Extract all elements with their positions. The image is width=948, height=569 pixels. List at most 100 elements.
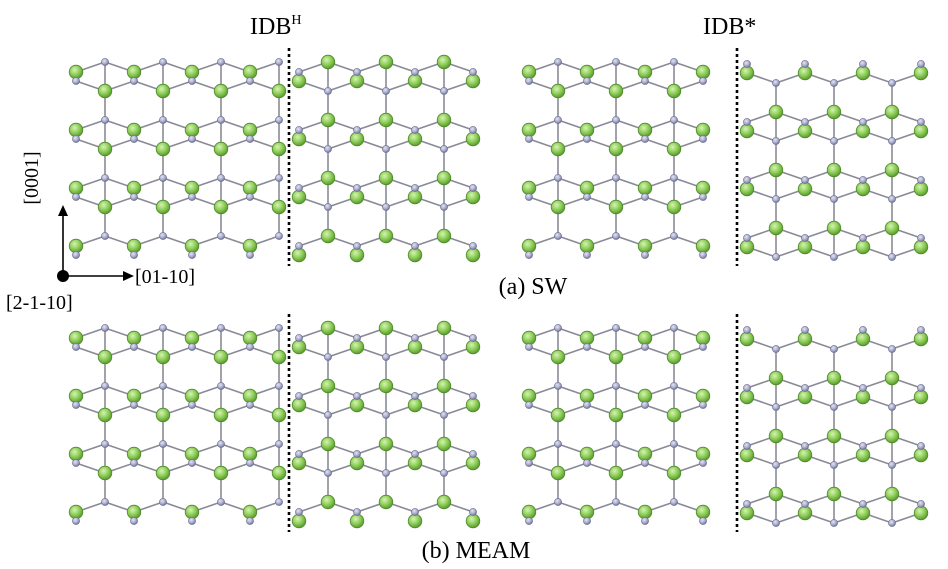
large-atom-right — [465, 131, 481, 147]
large-atom-right — [465, 189, 481, 205]
small-atom-left — [670, 116, 678, 124]
small-atom-left — [159, 324, 167, 332]
large-atom-left — [666, 141, 682, 157]
small-atom-left — [217, 174, 225, 182]
small-atom-left — [246, 401, 254, 409]
large-atom-right — [320, 112, 336, 128]
small-atom-right — [888, 253, 896, 261]
large-atom-right — [349, 397, 365, 413]
grain-left — [68, 58, 287, 259]
small-atom-left — [699, 517, 707, 525]
small-atom-left — [217, 58, 225, 66]
small-atom-left — [188, 77, 196, 85]
large-atom-left — [242, 238, 258, 254]
large-atom-right — [739, 505, 755, 521]
large-atom-right — [349, 513, 365, 529]
panel-meam-idbstar — [521, 324, 929, 527]
small-atom-right — [353, 68, 361, 76]
large-atom-right — [826, 486, 842, 502]
large-atom-right — [913, 505, 929, 521]
large-atom-left — [68, 504, 84, 520]
small-atom-left — [525, 459, 533, 467]
small-atom-left — [612, 116, 620, 124]
small-atom-left — [130, 459, 138, 467]
large-atom-left — [550, 407, 566, 423]
small-atom-left — [72, 459, 80, 467]
large-atom-right — [768, 220, 784, 236]
large-atom-right — [436, 320, 452, 336]
large-atom-left — [695, 446, 711, 462]
small-atom-right — [295, 334, 303, 342]
small-atom-right — [830, 253, 838, 261]
large-atom-left — [608, 349, 624, 365]
label-idbstar: IDB* — [703, 14, 756, 40]
panel-meam-idbh — [68, 320, 481, 529]
large-atom-left — [126, 446, 142, 462]
small-atom-left — [101, 174, 109, 182]
large-atom-left — [184, 122, 200, 138]
large-atom-right — [884, 370, 900, 386]
large-atom-left — [521, 64, 537, 80]
small-atom-right — [917, 176, 925, 184]
small-atom-left — [275, 58, 283, 66]
small-atom-left — [72, 77, 80, 85]
large-atom-left — [666, 199, 682, 215]
small-atom-right — [743, 176, 751, 184]
small-atom-left — [246, 135, 254, 143]
small-atom-right — [382, 145, 390, 153]
label-idbh: IDBH — [250, 13, 301, 40]
large-atom-right — [884, 486, 900, 502]
small-atom-left — [130, 251, 138, 259]
small-atom-right — [411, 450, 419, 458]
small-atom-right — [353, 450, 361, 458]
small-atom-left — [525, 251, 533, 259]
large-atom-left — [184, 238, 200, 254]
small-atom-left — [554, 58, 562, 66]
large-atom-left — [97, 83, 113, 99]
large-atom-left — [695, 504, 711, 520]
large-atom-right — [768, 104, 784, 120]
large-atom-right — [407, 189, 423, 205]
large-atom-right — [855, 181, 871, 197]
small-atom-left — [583, 77, 591, 85]
small-atom-left — [72, 517, 80, 525]
small-atom-right — [830, 195, 838, 203]
large-atom-right — [797, 123, 813, 139]
small-atom-left — [612, 58, 620, 66]
large-atom-left — [126, 122, 142, 138]
small-atom-left — [159, 58, 167, 66]
large-atom-left — [242, 180, 258, 196]
small-atom-left — [72, 251, 80, 259]
small-atom-left — [554, 174, 562, 182]
grain-right — [291, 54, 481, 263]
large-atom-right — [913, 331, 929, 347]
small-atom-left — [275, 498, 283, 506]
large-atom-right — [349, 189, 365, 205]
small-atom-right — [382, 469, 390, 477]
panel-a-caption: (a) SW — [499, 274, 568, 300]
small-atom-left — [246, 77, 254, 85]
large-atom-left — [579, 180, 595, 196]
small-atom-left — [583, 343, 591, 351]
small-atom-right — [440, 411, 448, 419]
small-atom-left — [72, 193, 80, 201]
small-atom-right — [324, 469, 332, 477]
large-atom-right — [291, 131, 307, 147]
large-atom-left — [579, 64, 595, 80]
large-atom-right — [320, 436, 336, 452]
small-atom-left — [130, 343, 138, 351]
large-atom-left — [213, 349, 229, 365]
small-atom-right — [295, 126, 303, 134]
small-atom-right — [353, 126, 361, 134]
small-atom-right — [830, 403, 838, 411]
large-atom-left — [68, 446, 84, 462]
small-atom-right — [411, 508, 419, 516]
small-atom-right — [440, 145, 448, 153]
large-atom-right — [855, 505, 871, 521]
small-atom-right — [859, 234, 867, 242]
label-idbh-superscript: H — [291, 13, 301, 28]
small-atom-left — [699, 251, 707, 259]
small-atom-right — [295, 68, 303, 76]
axis-horizontal-arrowhead — [123, 271, 134, 281]
